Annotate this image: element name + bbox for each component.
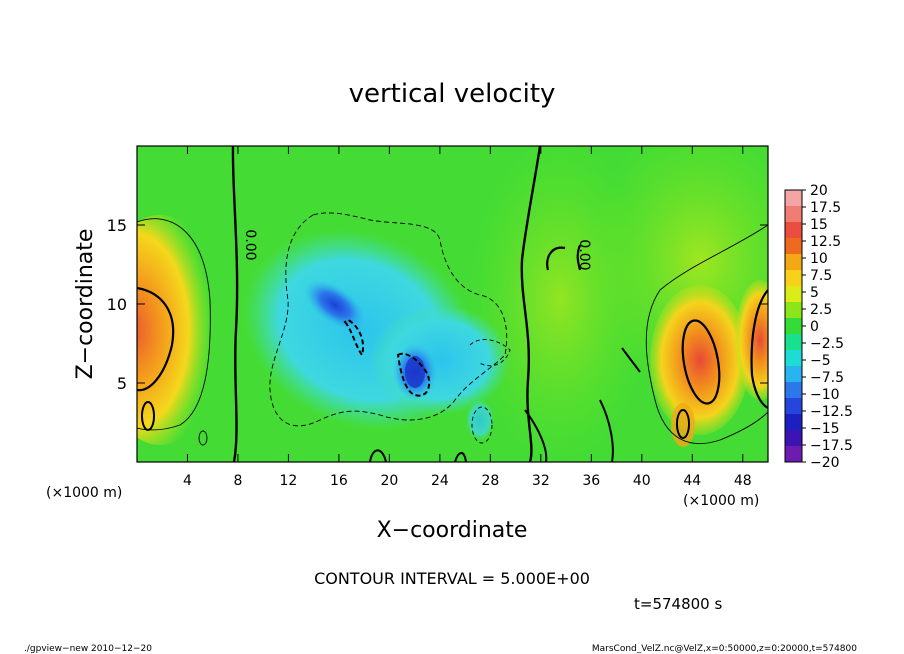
x-tick-label: 12 [280,473,298,489]
footer-right: MarsCond_VelZ.nc@VelZ,x=0:50000,z=0:2000… [592,644,857,654]
colorbar-swatch [785,398,802,415]
y-axis-title: Z−coordinate [73,229,98,380]
colorbar-label: 15 [810,217,828,233]
colorbar-swatch [785,206,802,223]
colorbar-swatch [785,350,802,367]
colorbar-swatch [785,270,802,287]
chart-title: vertical velocity [349,79,556,109]
colorbar-label: −2.5 [810,336,844,352]
colorbar-label: 5 [810,285,819,301]
y-tick-label: 15 [107,216,127,235]
x-tick-label: 32 [532,473,550,489]
x-tick-label: 20 [380,473,398,489]
colorbar-swatch [785,286,802,303]
colorbar-label: −7.5 [810,370,844,386]
colorbar-swatch [785,334,802,351]
colorbar-swatch [785,446,802,463]
y-axis-ticks: 5 10 15 [107,216,768,393]
colorbar-label: 10 [810,251,828,267]
colorbar-label: −17.5 [810,438,853,454]
y-tick-label: 5 [117,374,127,393]
y-tick-label: 10 [107,295,127,314]
colorbar-swatch [785,254,802,271]
colorbar-label: 0 [810,319,819,335]
time-text: t=574800 s [634,595,722,613]
colorbar-swatch [785,414,802,431]
x-tick-label: 4 [183,473,192,489]
x-axis-title: X−coordinate [377,518,528,543]
colorbar-label: 20 [810,183,828,199]
colorbar-label: −5 [810,353,831,369]
colorbar-swatch [785,222,802,239]
footer-left: ./gpview−new 2010−12−20 [24,644,152,654]
contour-lines [137,146,768,462]
x-tick-label: 24 [431,473,449,489]
x-tick-label: 40 [633,473,651,489]
colorbar-swatch [785,366,802,383]
x-tick-label: 48 [734,473,752,489]
x-tick-label: 28 [481,473,499,489]
colorbar-swatch [785,302,802,319]
colorbar-label: −10 [810,387,840,403]
colorbar-swatch [785,190,802,207]
contour-interval-text: CONTOUR INTERVAL = 5.000E+00 [314,569,590,588]
colorbar-swatch [785,430,802,447]
x-tick-label: 36 [582,473,600,489]
colorbar-label: −12.5 [810,404,853,420]
colorbar-swatch [785,238,802,255]
y-axis-unit: (×1000 m) [683,493,759,509]
x-tick-label: 16 [330,473,348,489]
colorbar-label: 17.5 [810,200,841,216]
heatmap-field [137,146,768,462]
contour-label: 0.00 [242,229,258,260]
x-tick-label: 44 [683,473,701,489]
x-axis-unit: (×1000 m) [46,485,122,501]
colorbar-label: 12.5 [810,234,841,250]
colorbar-swatch [785,382,802,399]
colorbar-label: 7.5 [810,268,832,284]
colorbar-label: −20 [810,455,840,471]
colorbar-label: −15 [810,421,840,437]
x-axis-ticks: 4 8 12 16 20 24 28 32 36 40 44 48 [183,146,752,489]
colorbar-swatch [785,318,802,335]
x-tick-label: 8 [233,473,242,489]
colorbar: 2017.51512.5107.552.50−2.5−5−7.5−10−12.5… [784,183,853,471]
colorbar-label: 2.5 [810,302,832,318]
contour-label: 0.00 [576,239,592,270]
